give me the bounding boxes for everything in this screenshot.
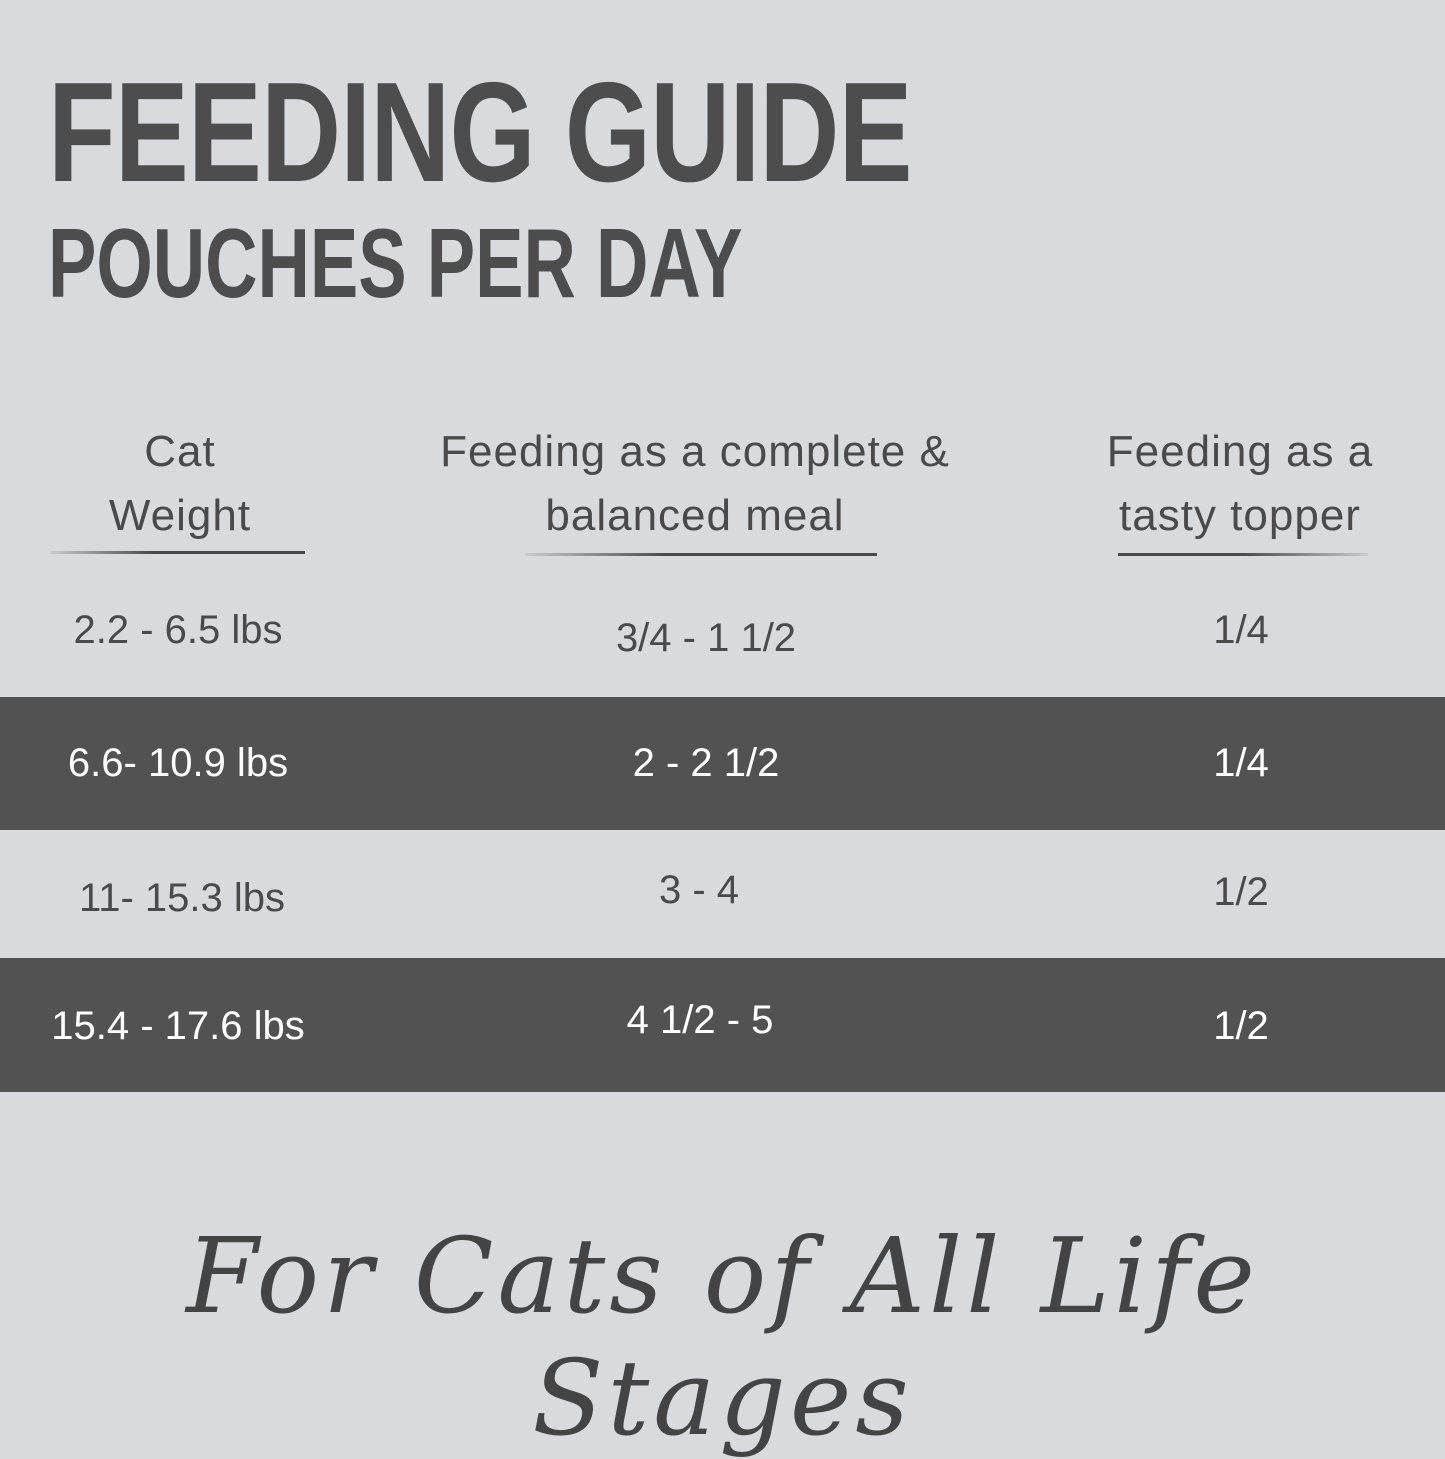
- table-row: 2.2 - 6.5 lbs 3/4 - 1 1/2 1/4: [0, 566, 1445, 697]
- table-row: 15.4 - 17.6 lbs 4 1/2 - 5 1/2: [0, 958, 1445, 1092]
- header-underline: [50, 551, 305, 554]
- cell-weight: 15.4 - 17.6 lbs: [51, 1004, 305, 1048]
- column-header-cat-weight: Cat Weight: [50, 420, 310, 548]
- column-header-line: balanced meal: [545, 491, 845, 540]
- column-header-line: Weight: [108, 491, 252, 540]
- cell-meal: 3/4 - 1 1/2: [615, 616, 797, 660]
- page-title: FEEDING GUIDE: [48, 53, 913, 212]
- cell-meal: 2 - 2 1/2: [632, 741, 780, 785]
- header-underline: [1118, 553, 1368, 556]
- cell-topper: 1/2: [1213, 870, 1269, 914]
- cell-topper: 1/2: [1213, 1004, 1269, 1048]
- cell-meal: 3 - 4: [658, 868, 740, 912]
- page-subtitle: POUCHES PER DAY: [48, 208, 743, 318]
- column-header-line: Feeding as a complete &: [440, 427, 950, 476]
- cell-weight: 6.6- 10.9 lbs: [67, 741, 289, 785]
- table-row: 6.6- 10.9 lbs 2 - 2 1/2 1/4: [0, 697, 1445, 830]
- cell-topper: 1/4: [1213, 608, 1269, 652]
- column-header-line: Cat: [144, 427, 216, 476]
- column-header-topper: Feeding as a tasty topper: [1090, 420, 1390, 548]
- header-underline: [525, 553, 877, 556]
- column-header-complete-meal: Feeding as a complete & balanced meal: [400, 420, 990, 548]
- cell-weight: 2.2 - 6.5 lbs: [73, 608, 283, 652]
- cell-meal: 4 1/2 - 5: [626, 998, 774, 1042]
- cell-weight: 11- 15.3 lbs: [78, 876, 286, 920]
- cell-topper: 1/4: [1213, 741, 1269, 785]
- column-header-line: Feeding as a: [1106, 427, 1374, 476]
- tagline: For Cats of All Life Stages: [186, 1215, 1259, 1459]
- column-header-line: tasty topper: [1119, 491, 1361, 540]
- table-row: 11- 15.3 lbs 3 - 4 1/2: [0, 830, 1445, 958]
